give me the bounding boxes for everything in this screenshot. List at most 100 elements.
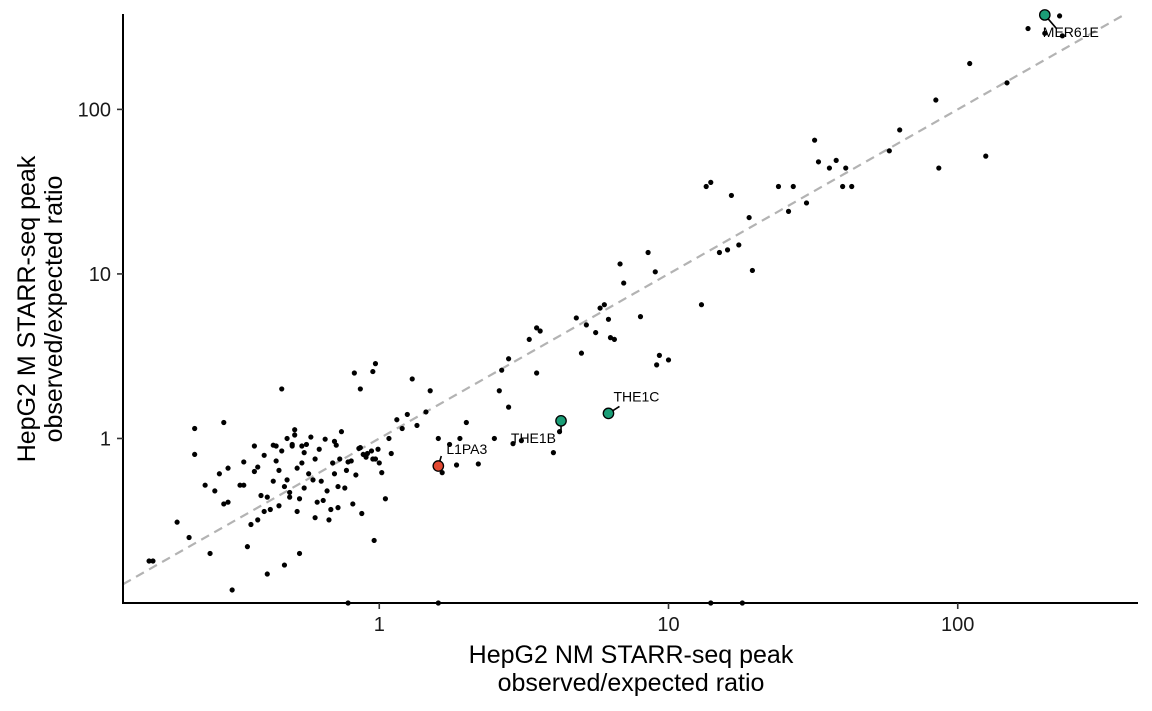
data-point xyxy=(221,501,227,507)
data-point xyxy=(174,519,180,525)
data-point xyxy=(281,483,288,490)
data-point xyxy=(617,261,623,267)
annotation-label-l1pa3: L1PA3 xyxy=(446,441,487,457)
data-point xyxy=(316,446,322,452)
data-point xyxy=(318,478,324,484)
data-point xyxy=(261,508,267,515)
data-point xyxy=(404,411,410,418)
data-point xyxy=(241,482,247,488)
annotated-point-l1pa3 xyxy=(432,460,445,472)
data-point xyxy=(294,508,300,515)
data-point xyxy=(359,510,365,517)
data-point xyxy=(333,442,339,448)
data-point xyxy=(364,450,371,457)
data-point xyxy=(273,443,279,449)
data-point xyxy=(353,472,359,478)
points-layer xyxy=(146,13,1065,606)
data-point xyxy=(526,336,532,343)
data-point xyxy=(296,550,303,557)
data-point xyxy=(335,505,341,511)
data-point xyxy=(435,435,441,442)
data-point xyxy=(1056,13,1063,19)
data-point xyxy=(264,494,270,500)
data-point xyxy=(785,208,792,214)
data-point xyxy=(343,467,350,473)
data-point xyxy=(708,179,714,185)
data-point xyxy=(296,496,303,502)
data-point xyxy=(357,444,363,451)
data-point xyxy=(276,503,282,509)
x-tick-label: 10 xyxy=(657,614,679,636)
data-point xyxy=(645,249,651,256)
data-point xyxy=(255,464,261,470)
x-axis-title-line2: observed/expected ratio xyxy=(498,669,765,697)
data-point xyxy=(281,562,288,568)
data-point xyxy=(207,550,213,557)
data-point xyxy=(301,450,307,456)
data-point xyxy=(386,435,392,442)
data-point xyxy=(258,492,264,499)
data-point xyxy=(186,534,192,541)
data-point xyxy=(457,435,463,442)
data-point xyxy=(826,165,833,171)
data-point xyxy=(270,478,276,484)
data-point xyxy=(322,436,328,442)
data-point xyxy=(299,460,305,466)
data-point xyxy=(703,183,709,190)
data-point xyxy=(840,183,846,190)
data-point xyxy=(301,485,307,491)
data-point xyxy=(370,368,376,375)
annotated-point-mer61e xyxy=(1038,9,1051,21)
y-tick-label: 1 xyxy=(100,428,111,450)
data-point xyxy=(375,446,381,452)
data-point xyxy=(150,558,156,564)
annotated-point-the1c xyxy=(602,407,615,420)
y-tick-label: 100 xyxy=(78,99,111,121)
data-point xyxy=(746,214,752,221)
data-point xyxy=(212,488,218,494)
data-point xyxy=(506,404,512,410)
data-point xyxy=(287,494,293,500)
data-point xyxy=(1004,80,1010,86)
data-point xyxy=(229,587,235,593)
data-point xyxy=(518,438,524,444)
data-point xyxy=(221,419,227,426)
annotated-point-the1b xyxy=(555,414,567,427)
data-point xyxy=(264,571,270,577)
data-point xyxy=(388,450,394,457)
data-point xyxy=(312,456,318,462)
data-point xyxy=(550,450,557,456)
data-point xyxy=(350,501,356,507)
data-point xyxy=(578,350,585,356)
annotation-label-the1c: THE1C xyxy=(613,388,659,404)
data-point xyxy=(279,386,285,392)
identity-reference-line xyxy=(122,13,1126,586)
data-point xyxy=(453,462,460,468)
data-point xyxy=(933,97,939,103)
data-point xyxy=(276,467,282,473)
data-point xyxy=(736,242,742,248)
data-point xyxy=(294,465,300,471)
data-point xyxy=(192,451,198,458)
data-point xyxy=(534,370,540,376)
data-point xyxy=(279,448,285,454)
data-point xyxy=(665,357,672,363)
data-point xyxy=(593,329,599,336)
data-point xyxy=(335,483,341,490)
data-point xyxy=(267,506,273,513)
annotations-layer: MER61E THE1C THE1B L1PA3 xyxy=(432,9,1099,472)
data-point xyxy=(506,356,512,362)
data-point xyxy=(803,200,810,206)
data-point xyxy=(843,165,849,171)
annotation-label-the1b: THE1B xyxy=(511,430,556,446)
data-point xyxy=(652,269,658,275)
data-point xyxy=(728,192,735,199)
data-point xyxy=(967,60,973,67)
data-point xyxy=(284,435,290,442)
data-point xyxy=(414,422,420,429)
y-axis-title-line2: observed/expected ratio xyxy=(40,176,68,443)
data-point xyxy=(303,441,310,448)
data-point xyxy=(1025,25,1031,32)
data-point xyxy=(499,367,505,373)
data-point xyxy=(202,482,208,488)
